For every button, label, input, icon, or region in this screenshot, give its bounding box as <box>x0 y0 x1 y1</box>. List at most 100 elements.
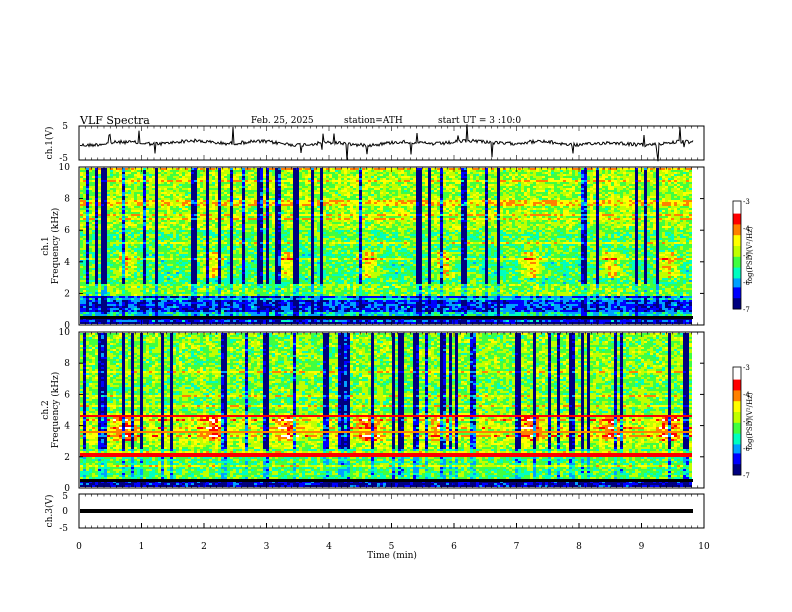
spectrogram-cell <box>449 174 452 176</box>
spectrogram-cell <box>176 170 179 172</box>
spectrogram-cell <box>623 176 626 178</box>
spectrogram-cell <box>239 176 242 178</box>
spectrogram-cell <box>533 178 536 180</box>
spectrogram-cell <box>602 170 605 172</box>
spectrogram-cell <box>200 176 203 178</box>
spectrogram-cell <box>152 168 155 170</box>
spectrogram-cell <box>509 178 512 180</box>
spectrogram-cell <box>110 172 113 174</box>
spectrogram-cell <box>464 170 467 172</box>
spectrogram-cell <box>668 174 671 176</box>
spectrogram-cell <box>683 170 686 172</box>
spectrogram-cell <box>446 172 449 174</box>
spectrogram-cell <box>569 170 572 172</box>
spectrogram-cell <box>680 170 683 172</box>
spectrogram-cell <box>164 180 167 182</box>
spectrogram-cell <box>350 170 353 172</box>
spectrogram-cell <box>353 170 356 172</box>
spectrogram-cell <box>185 174 188 176</box>
spectrogram-cell <box>587 176 590 178</box>
spectrogram-cell <box>179 168 182 170</box>
spectrogram-cell <box>632 178 635 180</box>
spectrogram-cell <box>602 168 605 170</box>
spectrogram-cell <box>329 176 332 178</box>
spectrogram-cell <box>380 178 383 180</box>
spectrogram-cell <box>509 170 512 172</box>
spectrogram-cell <box>281 176 284 178</box>
spectrogram-cell <box>626 178 629 180</box>
spectrogram-cell <box>212 172 215 174</box>
spectrogram-cell <box>170 172 173 174</box>
spectrogram-cell <box>152 180 155 182</box>
spectrogram-cell <box>476 170 479 172</box>
spectrogram-cell <box>317 174 320 176</box>
spectrogram-cell <box>626 176 629 178</box>
spectrogram-cell <box>119 168 122 170</box>
spectrogram-cell <box>389 178 392 180</box>
spectrogram-cell <box>119 174 122 176</box>
spectrogram-cell <box>248 168 251 170</box>
spectrogram-cell <box>644 170 647 172</box>
spectrogram-cell <box>446 170 449 172</box>
spectrogram-cell <box>503 170 506 172</box>
spectrogram-cell <box>542 168 545 170</box>
spectrogram-cell <box>545 172 548 174</box>
spectrogram-cell <box>608 170 611 172</box>
spectrogram-cell <box>563 172 566 174</box>
spectrogram-cell <box>656 168 659 170</box>
spectrogram-cell <box>98 168 101 170</box>
spectrogram-cell <box>290 176 293 178</box>
spectrogram-cell <box>401 168 404 170</box>
spectrogram-cell <box>221 178 224 180</box>
spectrogram-cell <box>302 178 305 180</box>
spectrogram-cell <box>338 170 341 172</box>
spectrogram-cell <box>206 168 209 170</box>
spectrogram-cell <box>680 172 683 174</box>
spectrogram-cell <box>425 172 428 174</box>
spectrogram-cell <box>146 172 149 174</box>
spectrogram-cell <box>644 174 647 176</box>
spectrogram-cell <box>530 176 533 178</box>
spectrogram-cell <box>587 178 590 180</box>
spectrogram-cell <box>527 168 530 170</box>
spectrogram-cell <box>380 170 383 172</box>
spectrogram-cell <box>374 170 377 172</box>
spectrogram-cell <box>179 180 182 182</box>
spectrogram-cell <box>407 176 410 178</box>
spectrogram-cell <box>284 174 287 176</box>
spectrogram-cell <box>527 174 530 176</box>
spectrogram-cell <box>671 178 674 180</box>
spectrogram-cell <box>182 176 185 178</box>
spectrogram-cell <box>101 172 104 174</box>
spectrogram-cell <box>377 172 380 174</box>
spectrogram-cell <box>518 172 521 174</box>
spectrogram-cell <box>575 172 578 174</box>
spectrogram-cell <box>140 176 143 178</box>
spectrogram-cell <box>404 172 407 174</box>
spectrogram-cell <box>434 170 437 172</box>
spectrogram-cell <box>479 168 482 170</box>
spectrogram-cell <box>323 176 326 178</box>
spectrogram-cell <box>581 174 584 176</box>
spectrogram-cell <box>515 174 518 176</box>
spectrogram-cell <box>527 176 530 178</box>
spectrogram-cell <box>593 172 596 174</box>
spectrogram-cell <box>104 176 107 178</box>
spectrogram-cell <box>251 170 254 172</box>
spectrogram-cell <box>443 172 446 174</box>
spectrogram-cell <box>287 178 290 180</box>
spectrogram-cell <box>332 168 335 170</box>
spectrogram-cell <box>563 174 566 176</box>
spectrogram-cell <box>548 168 551 170</box>
spectrogram-cell <box>242 174 245 176</box>
spectrogram-cell <box>245 170 248 172</box>
spectrogram-cell <box>440 178 443 180</box>
spectrogram-cell <box>218 174 221 176</box>
spectrogram-cell <box>470 178 473 180</box>
spectrogram-cell <box>344 178 347 180</box>
spectrogram-cell <box>287 172 290 174</box>
spectrogram-cell <box>422 178 425 180</box>
spectrogram-cell <box>107 172 110 174</box>
spectrogram-cell <box>134 180 137 182</box>
spectrogram-cell <box>203 170 206 172</box>
